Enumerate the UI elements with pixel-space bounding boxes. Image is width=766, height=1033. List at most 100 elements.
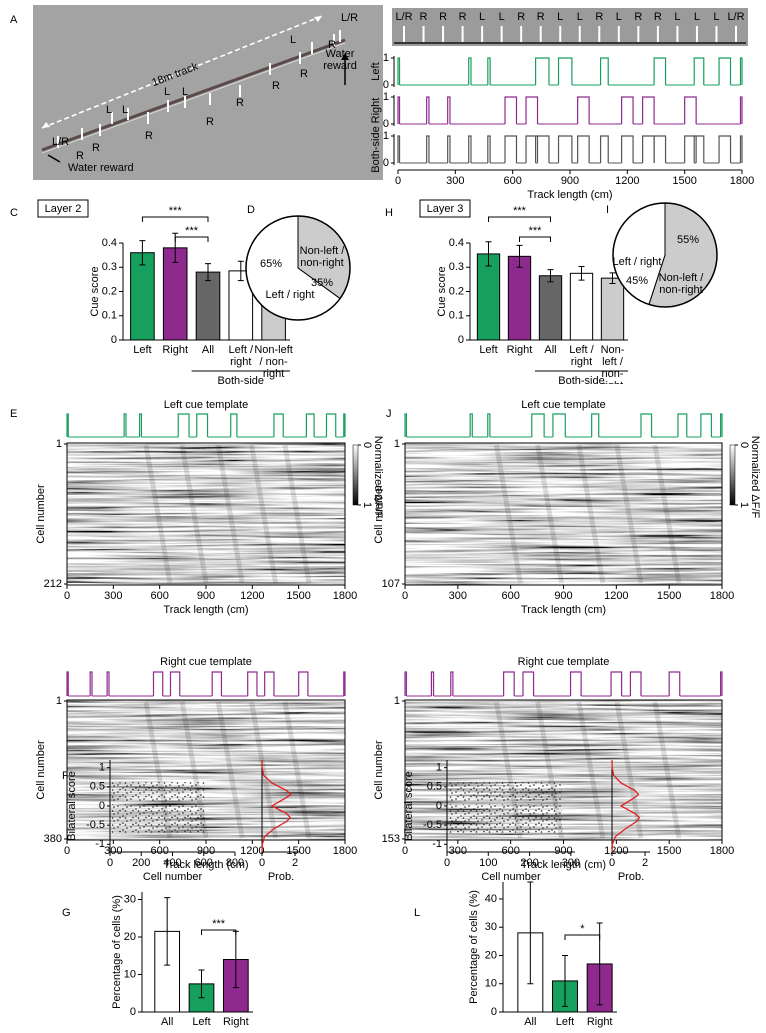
cue-pulse xyxy=(343,413,346,437)
x-tick-label: Left / right xyxy=(569,344,594,368)
reward-arrow xyxy=(47,154,61,163)
cue-pulse xyxy=(247,671,258,696)
tower-label: R xyxy=(517,11,525,23)
x-tick-label: 1200 xyxy=(604,590,628,602)
x-tick-label: 900 xyxy=(197,845,215,857)
slice-label-box: Left / right xyxy=(613,256,662,268)
significance-bracket xyxy=(141,216,209,222)
cue-pulse xyxy=(397,135,401,163)
x-tick-label: Left xyxy=(479,344,498,356)
y-axis-label: Bilateral score xyxy=(66,771,78,841)
cue-pulse xyxy=(450,671,454,696)
value-label: 55% xyxy=(677,234,699,246)
x-axis-label: Track length (cm) xyxy=(163,604,248,616)
slice-label: Left / right xyxy=(265,289,315,301)
error-bar xyxy=(578,266,585,281)
cue-pulse xyxy=(487,135,491,163)
cue-pulse xyxy=(653,57,667,85)
heatmap-shade xyxy=(652,701,682,839)
tower-label: R xyxy=(420,11,428,23)
point-cloud xyxy=(112,782,205,802)
cue-label: L xyxy=(290,34,296,46)
x-tick-label: Left xyxy=(555,1016,575,1028)
tower-label: L/R xyxy=(727,11,744,23)
x-tick-label: All xyxy=(161,1016,174,1028)
cue-pulse xyxy=(343,671,346,696)
x-tick-label: 1500 xyxy=(657,845,681,857)
x-tick-label: 300 xyxy=(449,590,467,602)
y-tick-label: 0 xyxy=(383,157,389,169)
colorbar-label: Normalized ΔF/F xyxy=(372,436,384,519)
cue-pulse xyxy=(684,135,697,163)
cue-pulse xyxy=(640,413,653,437)
slice-label-box: Non-left / non-right xyxy=(658,272,704,296)
cue-pulse xyxy=(534,135,550,163)
cue-pulse xyxy=(642,96,655,124)
density-curve xyxy=(261,759,292,853)
slice-label: Non-left / non-right xyxy=(658,272,704,296)
y-tick-label: 10 xyxy=(485,978,497,990)
y-tick-label: 0.2 xyxy=(449,285,464,297)
heatmap-shade xyxy=(576,444,606,584)
error-bar xyxy=(198,969,205,999)
x-tick-label: 1200 xyxy=(615,175,639,187)
cue-pulse xyxy=(447,96,451,124)
x-tick-label-box: Left / right xyxy=(229,344,253,368)
cue-pulse xyxy=(719,413,723,437)
bar xyxy=(130,252,155,341)
panel-letter: L xyxy=(414,907,420,919)
panel-letter: I xyxy=(606,204,609,216)
x-tick-label-box: All xyxy=(202,344,214,356)
x-tick-label-box: All xyxy=(524,1016,536,1028)
cue-pulse xyxy=(89,671,93,696)
x-tick-label-box: Right xyxy=(162,344,188,356)
value-label: 35% xyxy=(311,277,333,289)
cue-pulse xyxy=(718,57,732,85)
heatmap-shade xyxy=(652,444,682,584)
heatmap-shade xyxy=(614,444,644,584)
x-tick-label: 0 xyxy=(107,857,113,869)
significance-bracket xyxy=(519,236,551,242)
panel-letter: J xyxy=(386,408,392,420)
x-tick-label: 600 xyxy=(503,175,521,187)
significance-bracket xyxy=(488,216,551,222)
cue-pulse xyxy=(557,135,573,163)
significance-label: *** xyxy=(212,918,226,930)
cue-pulse xyxy=(620,96,634,124)
x-tick-label: 0 xyxy=(402,590,408,602)
cue-pulse xyxy=(169,671,181,696)
error-bar xyxy=(562,954,568,1007)
cue-pulse xyxy=(504,96,518,124)
error-bar xyxy=(527,881,534,985)
cue-pulse xyxy=(677,413,688,437)
cue-pulse xyxy=(230,413,238,437)
cue-pulse xyxy=(739,57,743,85)
y-tick-label: 10 xyxy=(124,968,136,980)
y-tick-label: 0.3 xyxy=(449,261,464,273)
x-tick-label: 1500 xyxy=(672,175,696,187)
point-cloud xyxy=(449,782,562,802)
y-tick-label: 1 xyxy=(56,695,62,707)
value-label: 65% xyxy=(260,258,282,270)
y-tick-label: 1 xyxy=(99,762,105,774)
colorbar xyxy=(729,444,736,506)
y-axis-label: Percentage of cells (%) xyxy=(468,890,480,1004)
bar xyxy=(569,272,594,341)
point-cloud xyxy=(449,804,562,833)
cue-pulse xyxy=(577,96,590,124)
tower-label: L xyxy=(577,11,583,23)
cue-pulse xyxy=(177,413,190,437)
cue-pulse xyxy=(468,135,472,163)
cue-pulse xyxy=(468,57,472,85)
cue-pulse xyxy=(397,57,401,85)
error-bar xyxy=(547,269,554,283)
cue-label: L xyxy=(182,86,188,98)
cue-pulse xyxy=(404,671,408,696)
legend-label: Left xyxy=(370,62,382,80)
tower-label: L xyxy=(674,11,680,23)
x-tick-label: 0 xyxy=(259,857,265,869)
x-tick-label: 300 xyxy=(104,845,122,857)
heatmap-image xyxy=(405,443,722,585)
x-tick-label: 900 xyxy=(554,845,572,857)
